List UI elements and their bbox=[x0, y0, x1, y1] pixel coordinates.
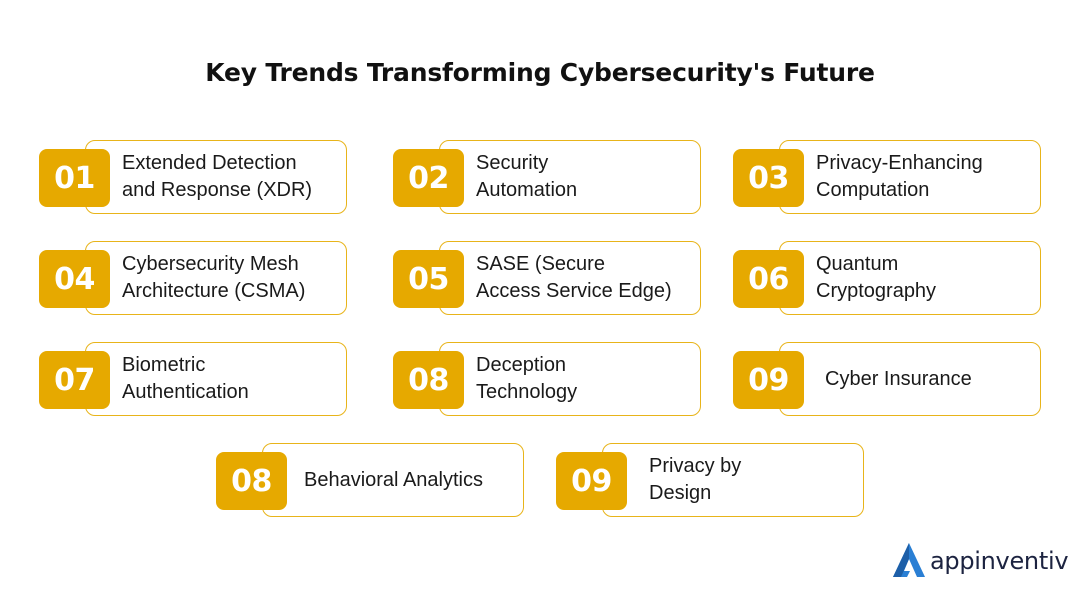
trend-label: SASE (Secure Access Service Edge) bbox=[476, 253, 672, 302]
trend-number-badge: 07 bbox=[39, 351, 110, 409]
trend-number-badge: 02 bbox=[393, 149, 464, 207]
trend-number-badge: 04 bbox=[39, 250, 110, 308]
trend-card-2: 02 Security Automation bbox=[393, 140, 701, 218]
trend-number-badge: 01 bbox=[39, 149, 110, 207]
trend-number-badge: 05 bbox=[393, 250, 464, 308]
trend-card-1: 01 Extended Detection and Response (XDR) bbox=[39, 140, 347, 218]
trend-label: Quantum Cryptography bbox=[816, 253, 937, 302]
trend-card-6: 06 Quantum Cryptography bbox=[733, 241, 1041, 319]
trend-card-box bbox=[779, 140, 1041, 214]
trend-card-11: 09 Privacy by Design bbox=[556, 443, 864, 521]
trend-number-badge: 08 bbox=[393, 351, 464, 409]
trend-card-box bbox=[602, 443, 864, 517]
trend-label: Privacy-Enhancing Computation bbox=[816, 152, 983, 201]
trend-number-badge: 03 bbox=[733, 149, 804, 207]
trend-card-box bbox=[439, 342, 701, 416]
trend-number-badge: 06 bbox=[733, 250, 804, 308]
appinventiv-logo-icon bbox=[893, 543, 925, 577]
trend-card-7: 07 Biometric Authentication bbox=[39, 342, 347, 420]
brand-logo: appinventiv bbox=[891, 541, 1069, 581]
trend-card-box bbox=[779, 241, 1041, 315]
trend-label: Extended Detection and Response (XDR) bbox=[122, 152, 313, 201]
brand-wordmark: appinventiv bbox=[930, 547, 1069, 575]
trend-label: Behavioral Analytics bbox=[304, 468, 483, 491]
trend-label: Cyber Insurance bbox=[825, 367, 972, 390]
trend-label: Deception Technology bbox=[476, 354, 578, 403]
trend-card-box bbox=[439, 241, 701, 315]
page-title: Key Trends Transforming Cybersecurity's … bbox=[205, 58, 875, 87]
trend-card-8: 08 Deception Technology bbox=[393, 342, 701, 420]
trend-card-3: 03 Privacy-Enhancing Computation bbox=[733, 140, 1041, 218]
trend-card-9: 09 Cyber Insurance bbox=[733, 342, 1041, 420]
trend-label: Privacy by Design bbox=[649, 455, 742, 504]
trend-number-badge: 09 bbox=[733, 351, 804, 409]
trend-label: Cybersecurity Mesh Architecture (CSMA) bbox=[122, 253, 306, 302]
trend-number-badge: 08 bbox=[216, 452, 287, 510]
trend-card-4: 04 Cybersecurity Mesh Architecture (CSMA… bbox=[39, 241, 347, 319]
trend-number-badge: 09 bbox=[556, 452, 627, 510]
trend-card-5: 05 SASE (Secure Access Service Edge) bbox=[393, 241, 701, 319]
trend-card-box bbox=[262, 443, 524, 517]
trend-card-box bbox=[439, 140, 701, 214]
trend-card-box bbox=[85, 140, 347, 214]
trend-label: Security Automation bbox=[476, 152, 578, 201]
trend-label: Biometric Authentication bbox=[122, 354, 249, 403]
trend-card-10: 08 Behavioral Analytics bbox=[216, 443, 524, 521]
trend-card-box bbox=[85, 241, 347, 315]
